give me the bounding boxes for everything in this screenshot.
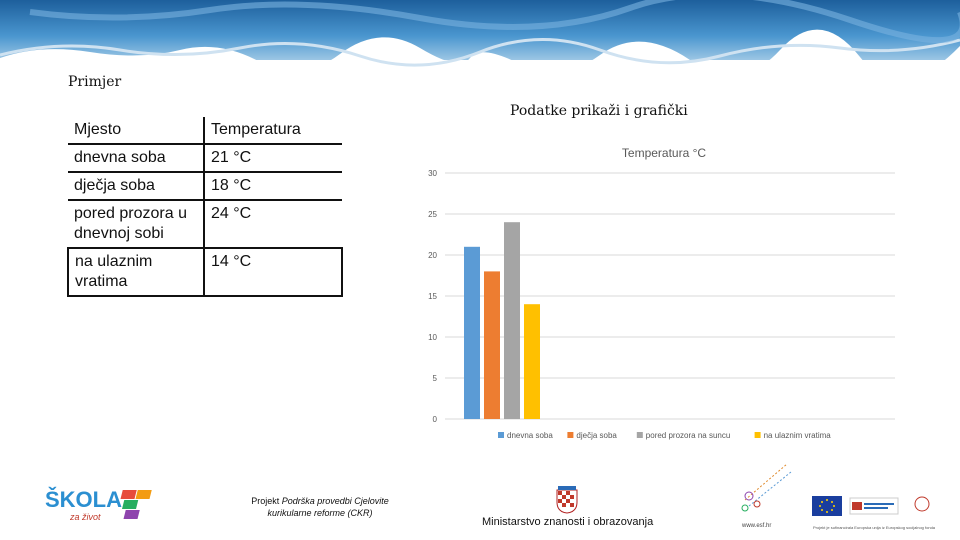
legend-label: dječja soba bbox=[576, 431, 617, 440]
table-cell: 21 °C bbox=[203, 143, 342, 173]
table-cell: 18 °C bbox=[203, 171, 342, 201]
chart-bars bbox=[464, 222, 540, 419]
temperature-table: Mjesto Temperatura dnevna soba 21 °C dje… bbox=[67, 117, 343, 297]
table-cell: dječja soba bbox=[68, 171, 205, 201]
y-tick-label: 15 bbox=[428, 292, 437, 301]
eu-flag-icon bbox=[812, 496, 930, 516]
slide-heading: Primjer bbox=[68, 74, 122, 90]
eu-caption: Projekt je sufinancirala Europska unija … bbox=[812, 525, 936, 530]
table-cell: dnevna soba bbox=[68, 143, 205, 173]
header-banner bbox=[0, 0, 960, 78]
bar bbox=[484, 271, 500, 419]
ministry-name: Ministarstvo znanosti i obrazovanja bbox=[482, 516, 654, 528]
skola-logo-subtitle: za život bbox=[70, 512, 101, 522]
legend-label: pored prozora na suncu bbox=[646, 431, 731, 440]
ministry-logo: Ministarstvo znanosti i obrazovanja bbox=[480, 486, 660, 532]
bar bbox=[524, 304, 540, 419]
table-cell: pored prozora u dnevnoj sobi bbox=[68, 199, 205, 249]
legend-label: dnevna soba bbox=[507, 431, 553, 440]
hopscotch-icon bbox=[120, 490, 152, 519]
legend-swatch bbox=[754, 432, 761, 438]
y-tick-label: 5 bbox=[433, 374, 438, 383]
legend-label: na ulaznim vratima bbox=[764, 431, 832, 440]
legend-swatch bbox=[567, 432, 574, 438]
legend-swatch bbox=[636, 432, 643, 438]
table-row: na ulaznim vratima 14 °C bbox=[67, 247, 343, 297]
table-cell: 14 °C bbox=[203, 247, 343, 297]
esf-figure-icon bbox=[741, 463, 792, 512]
croatian-coat-of-arms-icon bbox=[556, 486, 578, 514]
table-header-row: Mjesto Temperatura bbox=[68, 117, 342, 145]
table-cell: 24 °C bbox=[203, 199, 342, 249]
project-credit: Projekt Podrška provedbi Cjelovite kurik… bbox=[240, 495, 400, 519]
eu-funding-logos: Projekt je sufinancirala Europska unija … bbox=[810, 490, 938, 534]
chart-y-axis: 0 5 10 15 20 25 30 bbox=[428, 169, 437, 424]
header-cell: Temperatura bbox=[203, 117, 342, 145]
table-row: pored prozora u dnevnoj sobi 24 °C bbox=[68, 199, 342, 249]
y-tick-label: 30 bbox=[428, 169, 437, 178]
chart-legend: dnevna soba dječja soba pored prozora na s… bbox=[498, 431, 831, 440]
y-tick-label: 25 bbox=[428, 210, 437, 219]
table-row: dječja soba 18 °C bbox=[68, 171, 342, 201]
table-cell: na ulaznim vratima bbox=[67, 247, 205, 297]
bar bbox=[464, 246, 480, 419]
y-tick-label: 10 bbox=[428, 333, 437, 342]
bar bbox=[504, 222, 520, 419]
skola-za-zivot-logo: ŠKOLA za život bbox=[45, 485, 160, 527]
project-prefix: Projekt bbox=[251, 496, 282, 506]
chart-title: Temperatura °C bbox=[622, 146, 706, 160]
table-row: dnevna soba 21 °C bbox=[68, 143, 342, 173]
esf-website: www.esf.hr bbox=[742, 523, 772, 529]
y-tick-label: 0 bbox=[433, 415, 438, 424]
legend-swatch bbox=[498, 432, 504, 438]
header-cell: Mjesto bbox=[68, 117, 205, 145]
project-name: Podrška provedbi Cjelovite kurikularne r… bbox=[267, 496, 389, 518]
skola-logo-word: ŠKOLA bbox=[45, 487, 122, 512]
y-tick-label: 20 bbox=[428, 251, 437, 260]
slide-subtitle: Podatke prikaži i grafički bbox=[510, 103, 688, 119]
